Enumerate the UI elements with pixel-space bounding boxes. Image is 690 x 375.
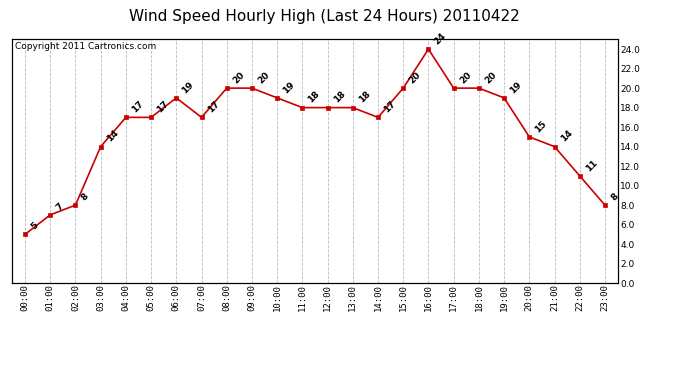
Text: 18: 18 bbox=[357, 90, 372, 105]
Text: 15: 15 bbox=[533, 119, 549, 134]
Text: 11: 11 bbox=[584, 158, 599, 173]
Text: 18: 18 bbox=[306, 90, 322, 105]
Text: 24: 24 bbox=[433, 31, 448, 46]
Text: 17: 17 bbox=[206, 99, 221, 115]
Text: 20: 20 bbox=[231, 70, 246, 86]
Text: 8: 8 bbox=[609, 192, 620, 202]
Text: 19: 19 bbox=[282, 80, 297, 95]
Text: 17: 17 bbox=[382, 99, 397, 115]
Text: 20: 20 bbox=[483, 70, 498, 86]
Text: Copyright 2011 Cartronics.com: Copyright 2011 Cartronics.com bbox=[15, 42, 157, 51]
Text: 14: 14 bbox=[559, 129, 574, 144]
Text: 20: 20 bbox=[458, 70, 473, 86]
Text: 19: 19 bbox=[181, 80, 196, 95]
Text: 18: 18 bbox=[332, 90, 347, 105]
Text: 17: 17 bbox=[155, 99, 170, 115]
Text: 20: 20 bbox=[407, 70, 422, 86]
Text: 8: 8 bbox=[79, 192, 90, 202]
Text: 20: 20 bbox=[256, 70, 271, 86]
Text: 5: 5 bbox=[29, 221, 40, 232]
Text: 7: 7 bbox=[55, 201, 66, 212]
Text: 14: 14 bbox=[105, 129, 120, 144]
Text: 17: 17 bbox=[130, 99, 146, 115]
Text: 19: 19 bbox=[509, 80, 524, 95]
Text: Wind Speed Hourly High (Last 24 Hours) 20110422: Wind Speed Hourly High (Last 24 Hours) 2… bbox=[129, 9, 520, 24]
